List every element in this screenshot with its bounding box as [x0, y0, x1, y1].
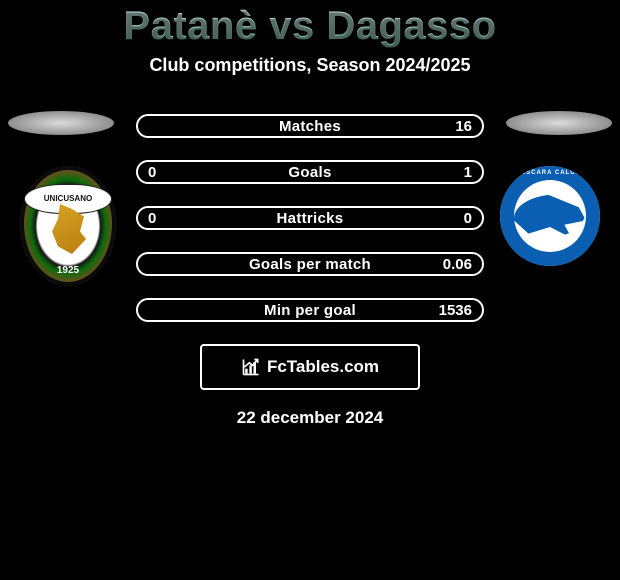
stat-label: Goals [288, 164, 331, 181]
crest-pescara: PESCARA CALCIO [500, 166, 600, 266]
page-title: Patanè vs Dagasso [0, 4, 620, 49]
crest-text: PESCARA CALCIO [500, 170, 600, 176]
stat-label: Min per goal [264, 302, 356, 319]
dolphin-icon [514, 194, 586, 238]
stat-bar: Min per goal 1536 [136, 298, 484, 322]
stat-bar: 0 Hattricks 0 [136, 206, 484, 230]
shadow-ellipse-right [506, 111, 612, 135]
stat-value-right: 1536 [439, 302, 472, 319]
stat-value-left: 0 [148, 210, 156, 227]
content-area: UNICUSANO 1925 PESCARA CALCIO Matches 16 0… [0, 114, 620, 428]
date-text: 22 december 2024 [0, 408, 620, 428]
stat-bar: Goals per match 0.06 [136, 252, 484, 276]
team-right-crest: PESCARA CALCIO [500, 166, 600, 286]
crest-year: 1925 [57, 265, 79, 276]
stat-value-right: 1 [464, 164, 472, 181]
shadow-ellipse-left [8, 111, 114, 135]
stat-bar: 0 Goals 1 [136, 160, 484, 184]
stat-value-right: 0.06 [443, 256, 472, 273]
stat-value-right: 0 [464, 210, 472, 227]
growth-chart-icon [241, 357, 261, 377]
stat-value-right: 16 [455, 118, 472, 135]
source-text: FcTables.com [267, 357, 379, 377]
page-subtitle: Club competitions, Season 2024/2025 [0, 55, 620, 76]
comparison-infographic: Patanè vs Dagasso Club competitions, Sea… [0, 4, 620, 580]
crest-text-top: UNICUSANO [44, 195, 92, 203]
stat-bar: Matches 16 [136, 114, 484, 138]
source-box: FcTables.com [200, 344, 420, 390]
stat-label: Matches [279, 118, 341, 135]
stat-label: Hattricks [277, 210, 344, 227]
stat-value-left: 0 [148, 164, 156, 181]
stat-label: Goals per match [249, 256, 371, 273]
crest-ternana: UNICUSANO 1925 [20, 166, 116, 286]
team-left-crest: UNICUSANO 1925 [20, 166, 120, 286]
stat-bars: Matches 16 0 Goals 1 0 Hattricks 0 Goals per mat… [136, 114, 484, 322]
